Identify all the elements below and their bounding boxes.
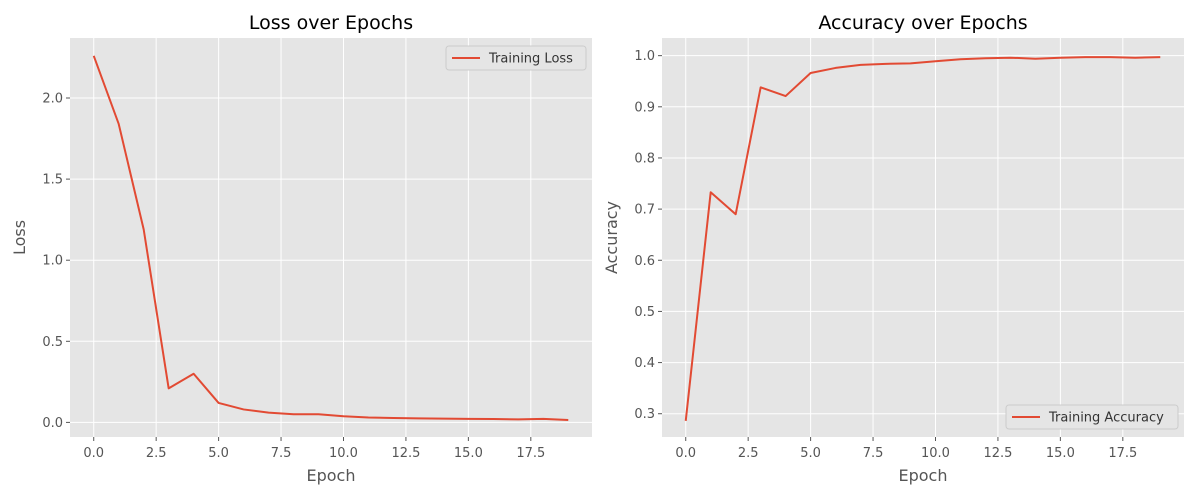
y-tick-label: 0.3 (634, 407, 655, 422)
series-lines (684, 56, 1161, 421)
grid (70, 38, 592, 437)
x-tick-label: 5.0 (208, 446, 229, 461)
x-tick-label: 17.5 (516, 446, 545, 461)
chart-title: Accuracy over Epochs (818, 12, 1027, 34)
x-tick-label: 2.5 (146, 446, 167, 461)
chart-title: Loss over Epochs (249, 12, 413, 34)
legend-label: Training Loss (488, 52, 573, 67)
plot-area (70, 38, 592, 437)
x-tick-label: 15.0 (454, 446, 483, 461)
legend-box (445, 45, 587, 71)
x-axis-label: Epoch (307, 466, 356, 485)
x-tick-label: 10.0 (921, 446, 950, 461)
x-tick-label: 5.0 (800, 446, 821, 461)
y-axis-label: Accuracy (602, 201, 621, 274)
x-tick-label: 7.5 (863, 446, 884, 461)
x-tick-label: 12.5 (983, 446, 1012, 461)
y-tick-labels: 0.0 0.5 1.0 1.5 2.0 (42, 92, 70, 431)
series-line (684, 56, 1161, 421)
y-tick-label: 1.0 (42, 254, 63, 269)
y-tick-label: 0.6 (634, 254, 655, 269)
loss-chart: 0.0 2.5 5.0 7.5 10.0 12.5 15.0 17.5 0.0 0.5 1.0 1.… (10, 12, 592, 485)
y-tick-label: 0.8 (634, 151, 655, 166)
accuracy-chart: 0.0 2.5 5.0 7.5 10.0 12.5 15.0 17.5 0.30.40.50.… (602, 12, 1184, 485)
y-tick-label: 0.0 (42, 416, 63, 431)
y-tick-label: 0.9 (634, 100, 655, 115)
x-tick-label: 0.0 (83, 446, 104, 461)
x-tick-label: 17.5 (1108, 446, 1137, 461)
x-tick-label: 15.0 (1046, 446, 1075, 461)
x-tick-label: 10.0 (329, 446, 358, 461)
x-tick-label: 0.0 (675, 446, 696, 461)
y-tick-label: 0.5 (42, 335, 63, 350)
x-tick-label: 2.5 (738, 446, 759, 461)
y-tick-label: 0.5 (634, 305, 655, 320)
y-tick-label: 0.4 (634, 356, 655, 371)
legend-box (1005, 404, 1179, 430)
series-lines (92, 55, 569, 421)
y-tick-labels: 0.3 0.4 0.5 0.6 0.7 0.8 0.9 1.0 (634, 49, 662, 422)
series-line (92, 55, 569, 421)
x-tick-label: 7.5 (271, 446, 292, 461)
x-tick-labels: 0.0 2.5 5.0 7.5 10.0 12.5 15.0 17.5 (83, 437, 545, 461)
grid (662, 38, 1184, 437)
x-tick-label: 12.5 (391, 446, 420, 461)
legend: Training Loss (445, 45, 587, 71)
plot-area (662, 38, 1184, 437)
y-tick-label: 1.5 (42, 173, 63, 188)
y-axis-label: Loss (10, 220, 29, 255)
legend: Training Accuracy (1005, 404, 1179, 430)
y-tick-label: 2.0 (42, 92, 63, 107)
y-tick-label: 1.0 (634, 49, 655, 64)
x-axis-label: Epoch (899, 466, 948, 485)
x-tick-labels: 0.0 2.5 5.0 7.5 10.0 12.5 15.0 17.5 (675, 437, 1137, 461)
y-tick-label: 0.7 (634, 203, 655, 218)
legend-label: Training Accuracy (1048, 411, 1164, 426)
